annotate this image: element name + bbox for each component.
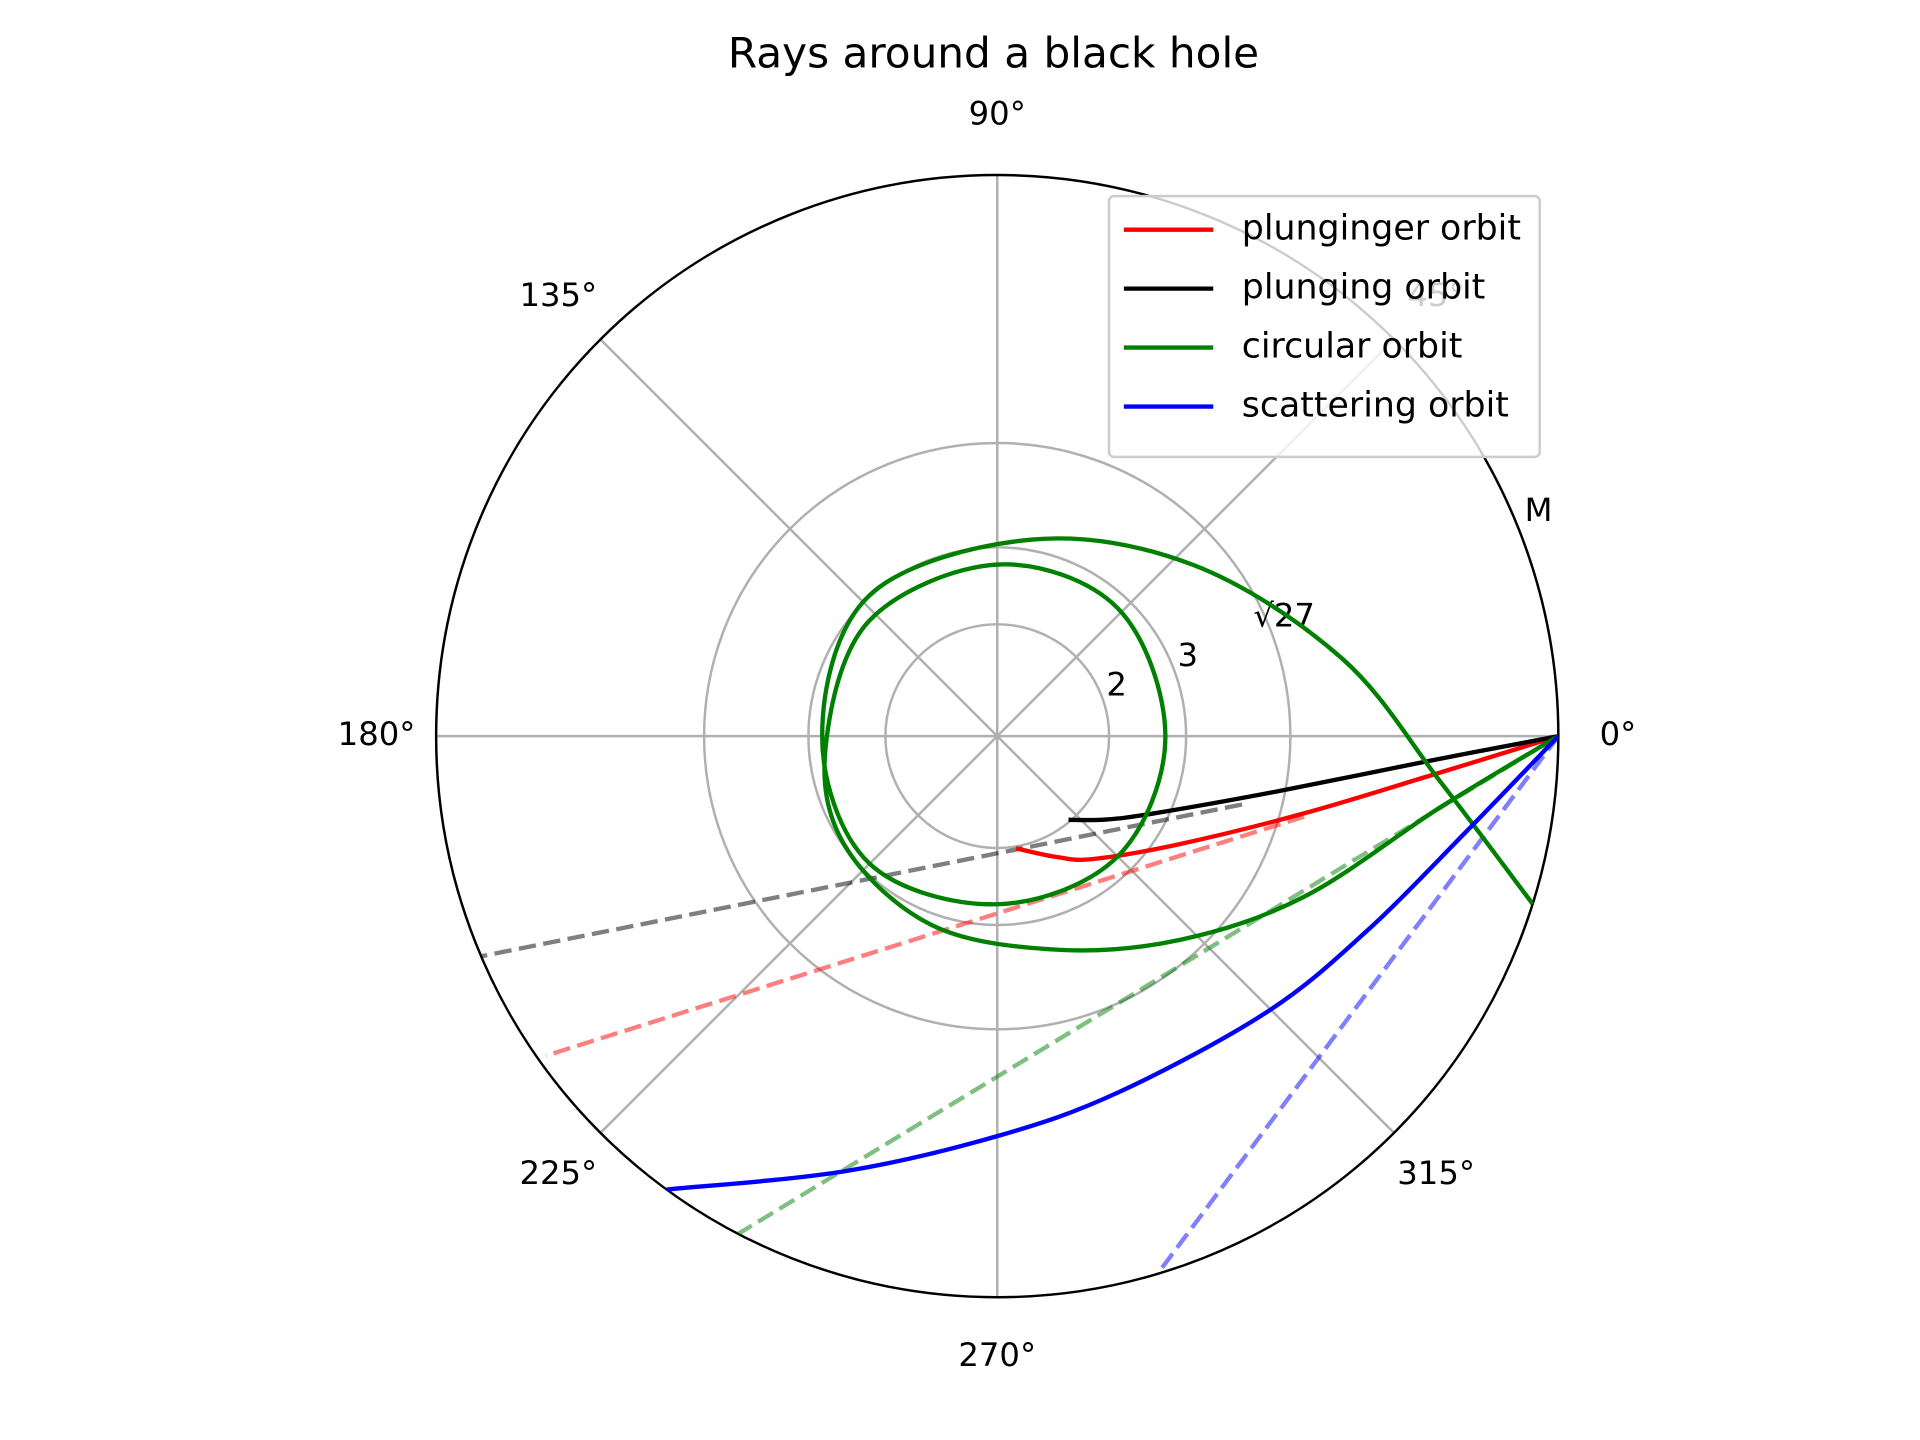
r-grid-line [807,546,1188,927]
orbit-line [666,734,1559,1192]
legend-box [1107,194,1541,459]
legend: plunginger orbit plunging orbit circular o… [1107,194,1541,459]
legend-label: scattering orbit [1242,386,1509,426]
theta-tick-label: 225° [519,1154,597,1192]
theta-grid-line [599,338,999,738]
chart-title: Rays around a black hole [728,28,1259,77]
asymptote-line [480,802,1243,959]
legend-label: circular orbit [1242,327,1463,367]
theta-tick-label: 0° [1600,715,1637,753]
orbit-line [820,536,1559,953]
orbit-line [1015,734,1559,862]
r-tick-label: 2 [1106,666,1127,704]
r-tick-label: M [1525,491,1553,529]
theta-tick-label: 135° [519,276,597,314]
theta-tick-label: 90° [969,94,1026,132]
orbit-line [1068,734,1559,823]
theta-tick-label: 180° [338,715,416,753]
asymptote-line [1155,734,1559,1276]
theta-grid-line [599,735,999,1134]
theta-tick-label: 315° [1397,1154,1475,1192]
legend-label: plunginger orbit [1242,209,1521,249]
r-grid-line [702,441,1292,1031]
r-tick-label: 3 [1177,636,1198,674]
asymptote-line [545,814,1305,1058]
theta-tick-label: 270° [958,1336,1036,1374]
grid [436,175,1559,1298]
legend-label: plunging orbit [1242,268,1486,308]
r-grid-line [884,623,1111,850]
plot-area [480,536,1559,1276]
